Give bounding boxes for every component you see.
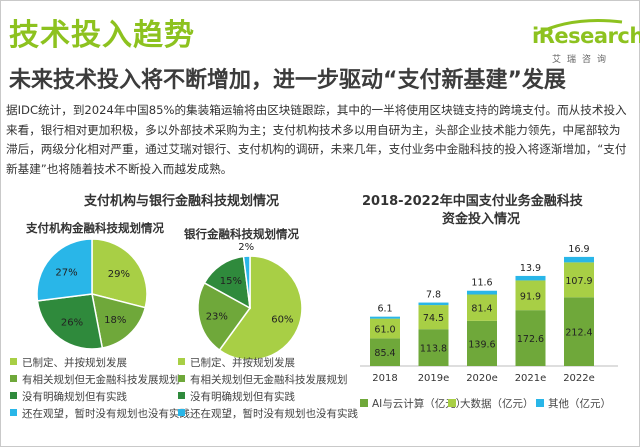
bar-2018-label-1: 61.0 (374, 325, 395, 336)
pie2-legend-label-3: 还在观望，暂时没有规划也没有实践 (190, 408, 358, 420)
pie2-legend-swatch-1 (178, 375, 185, 382)
logo-wordmark: iResearch (532, 24, 640, 48)
pie2-slice-label-3: 2% (238, 242, 254, 253)
pie1-slice-label-1: 18% (104, 315, 126, 326)
bar-2021e-label-0: 172.6 (517, 334, 544, 345)
bar-2018-seg-2 (370, 316, 400, 319)
pie1-legend-label-1: 有相关规划但无金融科技发展规划 (22, 374, 180, 386)
pie1-legend-label-0: 已制定、并按规划发展 (22, 357, 127, 369)
pie1-title: 支付机构金融科技规划情况 (26, 221, 164, 235)
page-subtitle: 未来技术投入将不断增加，进一步驱动“支付新基建”发展 (9, 68, 566, 93)
right-section-title-line1: 2018-2022年中国支付业务金融科技 (362, 194, 583, 209)
pie2-legend-label-2: 没有明确规划但有实践 (190, 391, 295, 403)
bar-2021e-seg-0 (515, 310, 546, 366)
pie2-legend-swatch-3 (178, 409, 185, 416)
pie2-legend-swatch-0 (178, 358, 185, 365)
bar-2018-label-2: 6.1 (377, 304, 392, 315)
bar-legend-label-0: AI与云计算（亿元） (372, 398, 467, 410)
bar-2019e-label-1: 74.5 (423, 313, 444, 324)
bar-category-label-4: 2022e (563, 373, 595, 384)
bar-legend-swatch-0 (360, 399, 368, 407)
bar-2018-seg-0 (370, 338, 400, 366)
bar-2019e-seg-1 (418, 305, 449, 330)
bar-2022e-label-2: 16.9 (568, 244, 589, 255)
pie1-legend-swatch-3 (10, 409, 17, 416)
bar-2021e-label-2: 13.9 (520, 263, 541, 274)
pie1-legend-swatch-2 (10, 392, 17, 399)
bar-2022e-seg-1 (564, 262, 594, 298)
logo-cn-text: 艾瑞咨询 (552, 55, 613, 65)
pie1-slice-0 (91, 238, 148, 309)
pie1-slice-label-2: 26% (61, 318, 83, 329)
bar-2019e-label-2: 7.8 (426, 290, 441, 301)
pie2-legend-label-0: 已制定、并按规划发展 (190, 357, 295, 369)
pie-chart-payment-institutions: 29% 18% 26% 27% (36, 238, 148, 350)
bar-2022e-seg-2 (564, 256, 594, 263)
pie1-slice-label-3: 27% (55, 268, 77, 279)
pie2-slice-3 (242, 255, 251, 309)
bar-category-label-0: 2018 (372, 373, 397, 384)
bar-2020e-seg-0 (467, 320, 497, 366)
bar-category-label-3: 2021e (515, 373, 547, 384)
bar-2020e-label-1: 81.4 (471, 304, 492, 315)
bar-2020e-seg-1 (467, 294, 497, 321)
left-section-title: 支付机构与银行金融科技规划情况 (84, 194, 280, 209)
right-section-title-line2: 资金投入情况 (442, 212, 521, 227)
pie2-slice-label-2: 15% (220, 276, 242, 287)
bar-2019e-label-0: 113.8 (420, 344, 447, 355)
bar-2018-seg-1 (370, 318, 400, 339)
pie1-slice-1 (91, 292, 147, 349)
bar-legend-label-1: 大数据（亿元） (460, 398, 534, 410)
pie2-legend-swatch-2 (178, 392, 185, 399)
page-title: 技术投入趋势 (9, 18, 195, 53)
bar-2022e-label-0: 212.4 (565, 328, 592, 339)
bar-2022e-label-1: 107.9 (565, 276, 592, 287)
pie2-slice-1 (197, 281, 252, 352)
bar-legend-label-2: 其他（亿元） (548, 398, 611, 410)
pie2-slice-2 (203, 255, 251, 310)
pie1-legend-label-2: 没有明确规划但有实践 (22, 391, 127, 403)
pie2-legend-label-1: 有相关规划但无金融科技发展规划 (190, 374, 348, 386)
bar-category-label-2: 2020e (466, 373, 498, 384)
pie2-slice-label-0: 60% (271, 315, 293, 326)
pie1-slice-2 (36, 293, 104, 350)
bar-legend-swatch-2 (536, 399, 544, 407)
bar-2020e-label-2: 11.6 (471, 278, 492, 289)
bar-2021e-seg-1 (515, 280, 546, 311)
bar-2021e-label-1: 91.9 (520, 291, 541, 302)
bar-2020e-label-0: 139.6 (468, 339, 495, 350)
bar-legend-swatch-1 (448, 399, 456, 407)
bar-2020e-seg-2 (467, 290, 497, 295)
bar-2021e-seg-2 (515, 275, 546, 281)
bar-2022e-seg-0 (564, 297, 594, 366)
intro-paragraph: 据IDC统计，到2024年中国85%的集装箱运输将由区块链跟踪，其中的一半将使用… (6, 103, 627, 176)
iresearch-logo: iResearch 艾瑞咨询 (522, 16, 640, 65)
bar-2018-label-0: 85.4 (374, 348, 395, 359)
bar-2019e-seg-2 (418, 302, 449, 306)
logo-swoosh-icon (535, 19, 623, 36)
pie1-slice-label-0: 29% (108, 269, 130, 280)
stacked-bar-chart: 85.4 61.0 6.1 2018 113.8 74.5 7.8 2019e 139.6 81.… (360, 244, 618, 384)
pie2-slice-label-1: 23% (206, 311, 228, 322)
pie1-slice-3 (36, 238, 93, 302)
pie2-slice-0 (218, 255, 303, 361)
pie1-legend-swatch-1 (10, 375, 17, 382)
bar-2019e-seg-0 (418, 329, 449, 366)
pie-chart-banks: 60% 23% 15% 2% (197, 242, 303, 361)
bar-category-label-1: 2019e (418, 373, 450, 384)
pie1-legend-label-3: 还在观望，暂时没有规划也没有实践 (22, 408, 190, 420)
pie2-title: 银行金融科技规划情况 (184, 227, 299, 241)
pie1-legend-swatch-0 (10, 358, 17, 365)
